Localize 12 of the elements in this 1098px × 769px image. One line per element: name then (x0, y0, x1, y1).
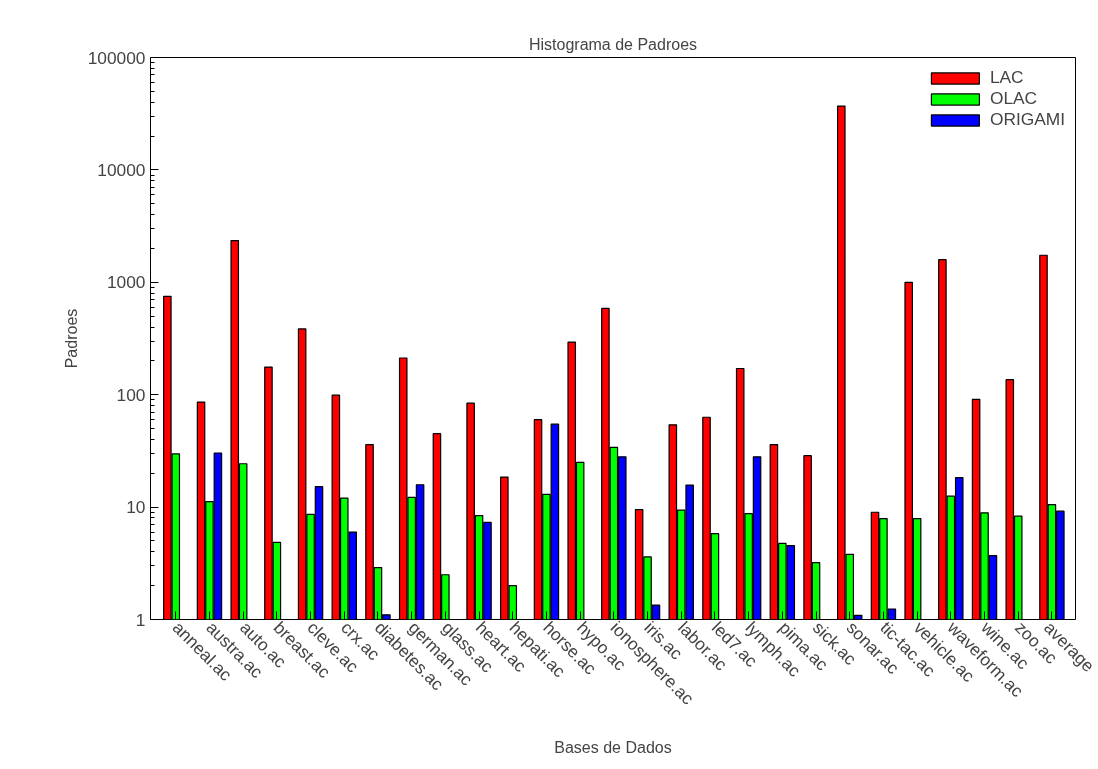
y-tick-label: 1000 (106, 272, 146, 293)
y-tick-label: 10 (126, 497, 146, 518)
chart-title: Histograma de Padroes (528, 35, 698, 53)
y-tick-label: 1 (135, 609, 146, 630)
legend-label: OLAC (989, 88, 1038, 109)
y-tick-label: 100 (116, 384, 146, 405)
y-axis-title: Padroes (62, 308, 80, 369)
legend-label: LAC (989, 67, 1024, 88)
legend-label: ORIGAMI (989, 109, 1065, 130)
y-tick-label: 100000 (87, 47, 146, 68)
y-tick-label: 10000 (97, 159, 146, 180)
x-axis-title: Bases de Dados (554, 738, 672, 756)
